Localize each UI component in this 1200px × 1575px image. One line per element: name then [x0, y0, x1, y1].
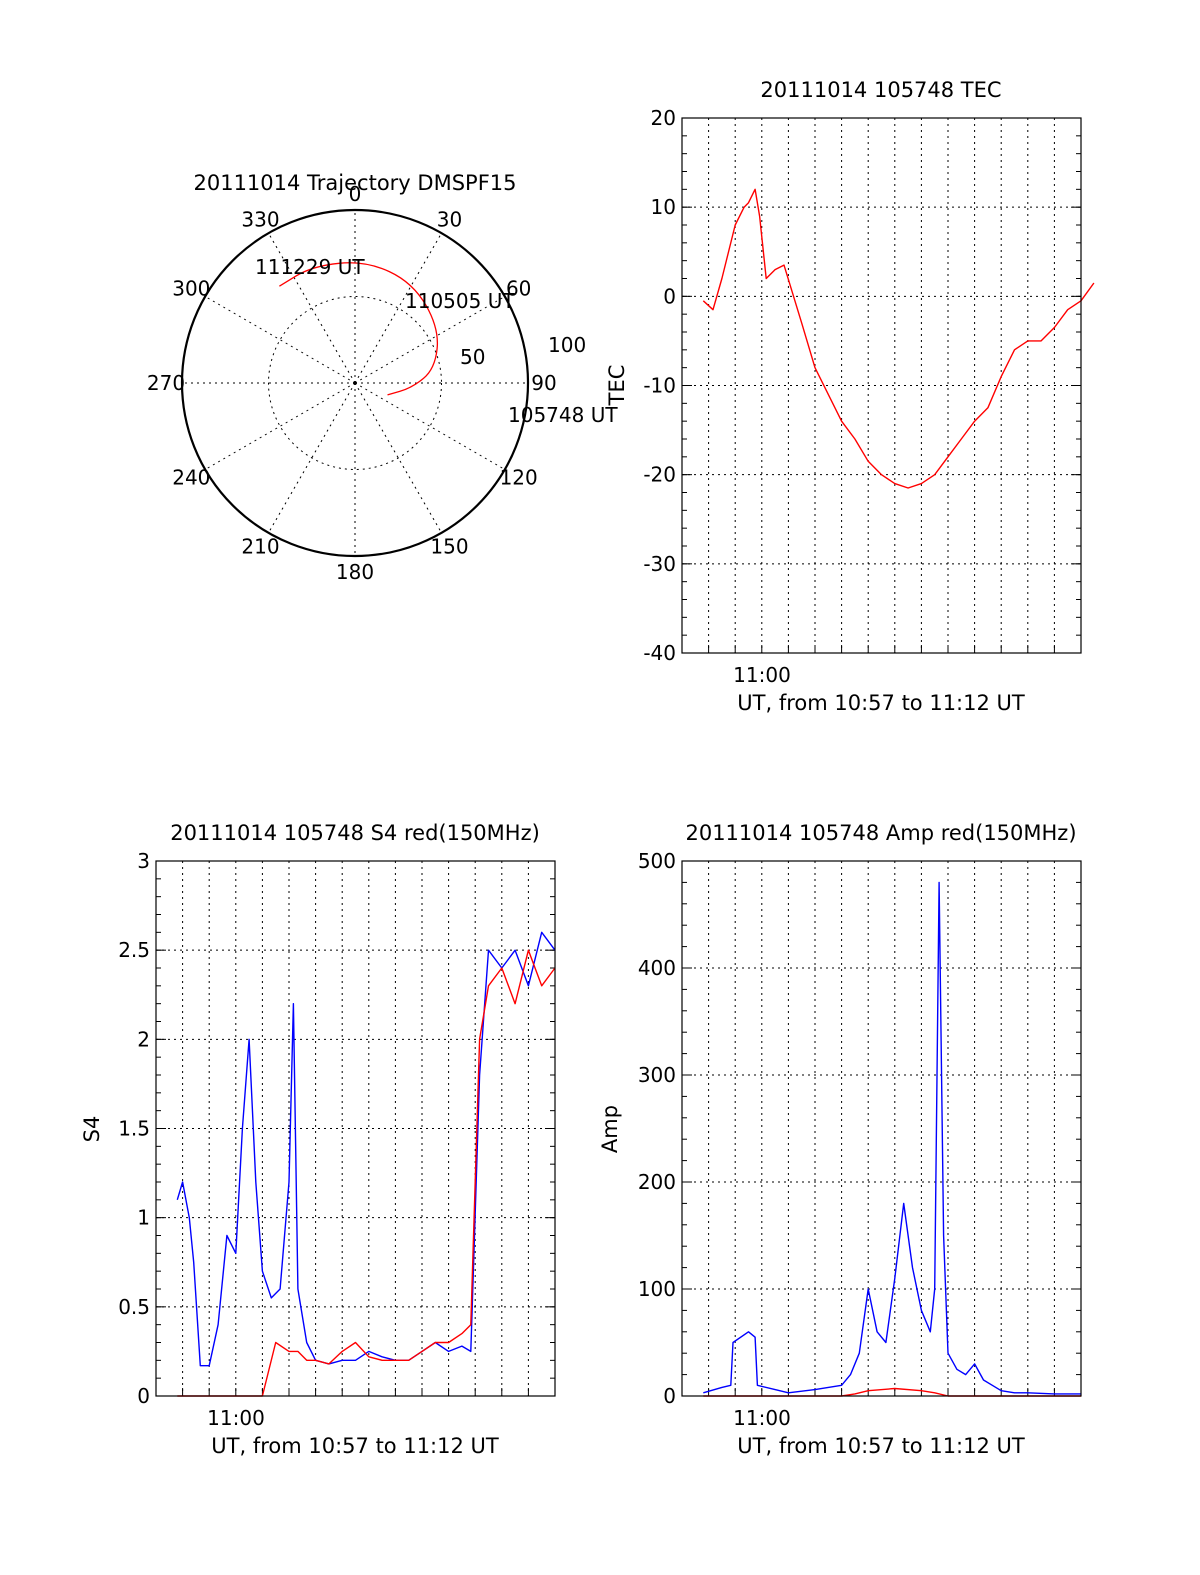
s4-ytick-label: 1.5 — [118, 1117, 150, 1141]
tec-xtick-1100: 11:00 — [733, 663, 791, 687]
polar-azimuth-label: 0 — [349, 182, 362, 206]
polar-spoke — [268, 382, 356, 534]
amp-panel: 20111014 105748 Amp red(150MHz) 500 400 30… — [598, 821, 1082, 1458]
polar-azimuth-label: 300 — [172, 277, 210, 301]
trajectory-start-time: 105748 UT — [508, 403, 618, 427]
tec-ytick-label: -20 — [643, 463, 676, 487]
polar-elevation-label-100: 100 — [548, 333, 586, 357]
polar-grid — [180, 208, 530, 558]
tec-ytick-label: -40 — [643, 641, 676, 665]
tec-xlabel: UT, from 10:57 to 11:12 UT — [737, 691, 1025, 715]
tec-title: 20111014 105748 TEC — [760, 78, 1001, 102]
s4-frame — [155, 860, 556, 1397]
tec-ytick-label: 10 — [651, 195, 676, 219]
s4-panel: 20111014 105748 S4 red(150MHz) 3 2.5 2 1.5 1… — [80, 821, 556, 1458]
tec-ytick-label: -30 — [643, 552, 676, 576]
trajectory-end-time: 111229 UT — [255, 255, 365, 279]
polar-azimuth-label: 180 — [336, 560, 374, 584]
amp-ytick-label: 400 — [638, 956, 676, 980]
polar-azimuth-label: 120 — [500, 466, 538, 490]
amp-ytick-label: 500 — [638, 849, 676, 873]
amp-xtick-1100: 11:00 — [733, 1406, 791, 1430]
tec-panel: 20111014 105748 TEC 20 10 0 -10 -20 -30 -40 11… — [605, 78, 1095, 715]
tec-ytick-label: 20 — [651, 106, 676, 130]
amp-ytick-label: 200 — [638, 1170, 676, 1194]
polar-azimuth-label: 60 — [506, 277, 531, 301]
s4-ytick-label: 1 — [137, 1206, 150, 1230]
polar-azimuth-labels: 0 30 60 90 120 150 180 210 240 270 300 330 — [147, 182, 557, 584]
s4-ytick-label: 2.5 — [118, 938, 150, 962]
polar-inner-ring — [268, 296, 442, 470]
s4-plot — [176, 931, 556, 1397]
amp-title: 20111014 105748 Amp red(150MHz) — [685, 821, 1076, 845]
polar-azimuth-label: 30 — [437, 207, 462, 231]
tec-grid — [682, 117, 1081, 654]
trajectory-mid-time: 110505 UT — [405, 289, 515, 313]
amp-ytick-label: 0 — [663, 1384, 676, 1408]
amp-ytick-label: 300 — [638, 1063, 676, 1087]
polar-azimuth-label: 270 — [147, 371, 185, 395]
amp-ylabel: Amp — [598, 1105, 622, 1153]
trajectory-panel: 20111014 Trajectory DMSPF15 0 30 60 90 120 15… — [147, 171, 618, 584]
amp-series-0 — [703, 881, 1081, 1395]
s4-xtick-1100: 11:00 — [207, 1406, 265, 1430]
amp-series-1 — [703, 1387, 1081, 1397]
s4-y-ticks: 3 2.5 2 1.5 1 0.5 0 — [118, 849, 150, 1408]
amp-plot — [703, 881, 1081, 1397]
amp-grid — [682, 860, 1081, 1397]
amp-xlabel: UT, from 10:57 to 11:12 UT — [737, 1434, 1025, 1458]
tec-series-0 — [702, 188, 1095, 489]
tec-ylabel: TEC — [605, 365, 629, 407]
polar-azimuth-label: 330 — [241, 207, 279, 231]
polar-azimuth-label: 90 — [531, 371, 556, 395]
polar-spoke — [268, 232, 356, 384]
amp-y-ticks: 500 400 300 200 100 0 — [638, 849, 676, 1408]
polar-spoke — [204, 382, 356, 470]
polar-outer-ring — [180, 208, 530, 558]
polar-spoke — [354, 382, 506, 470]
tec-frame — [681, 117, 1082, 654]
tec-y-ticks: 20 10 0 -10 -20 -30 -40 — [643, 106, 676, 665]
polar-spoke — [354, 232, 442, 384]
polar-azimuth-label: 150 — [430, 535, 468, 559]
polar-elevation-label-50: 50 — [460, 345, 485, 369]
s4-xlabel: UT, from 10:57 to 11:12 UT — [211, 1434, 499, 1458]
polar-spoke — [204, 296, 356, 384]
amp-ytick-label: 100 — [638, 1277, 676, 1301]
trajectory-track — [279, 262, 439, 396]
s4-ylabel: S4 — [80, 1116, 104, 1143]
s4-title: 20111014 105748 S4 red(150MHz) — [170, 821, 540, 845]
trajectory-title: 20111014 Trajectory DMSPF15 — [193, 171, 516, 195]
s4-grid — [156, 860, 555, 1397]
amp-frame — [681, 860, 1082, 1397]
s4-series-0 — [176, 931, 556, 1367]
polar-spoke — [354, 382, 442, 534]
polar-azimuth-label: 210 — [241, 535, 279, 559]
tec-ytick-label: -10 — [643, 374, 676, 398]
tec-ytick-label: 0 — [663, 284, 676, 308]
polar-azimuth-label: 240 — [172, 466, 210, 490]
tec-plot — [702, 188, 1095, 489]
s4-series-1 — [177, 949, 556, 1397]
s4-ytick-label: 0.5 — [118, 1295, 150, 1319]
s4-ytick-label: 3 — [137, 849, 150, 873]
s4-ytick-label: 0 — [137, 1384, 150, 1408]
polar-spoke — [354, 296, 506, 384]
s4-ytick-label: 2 — [137, 1027, 150, 1051]
